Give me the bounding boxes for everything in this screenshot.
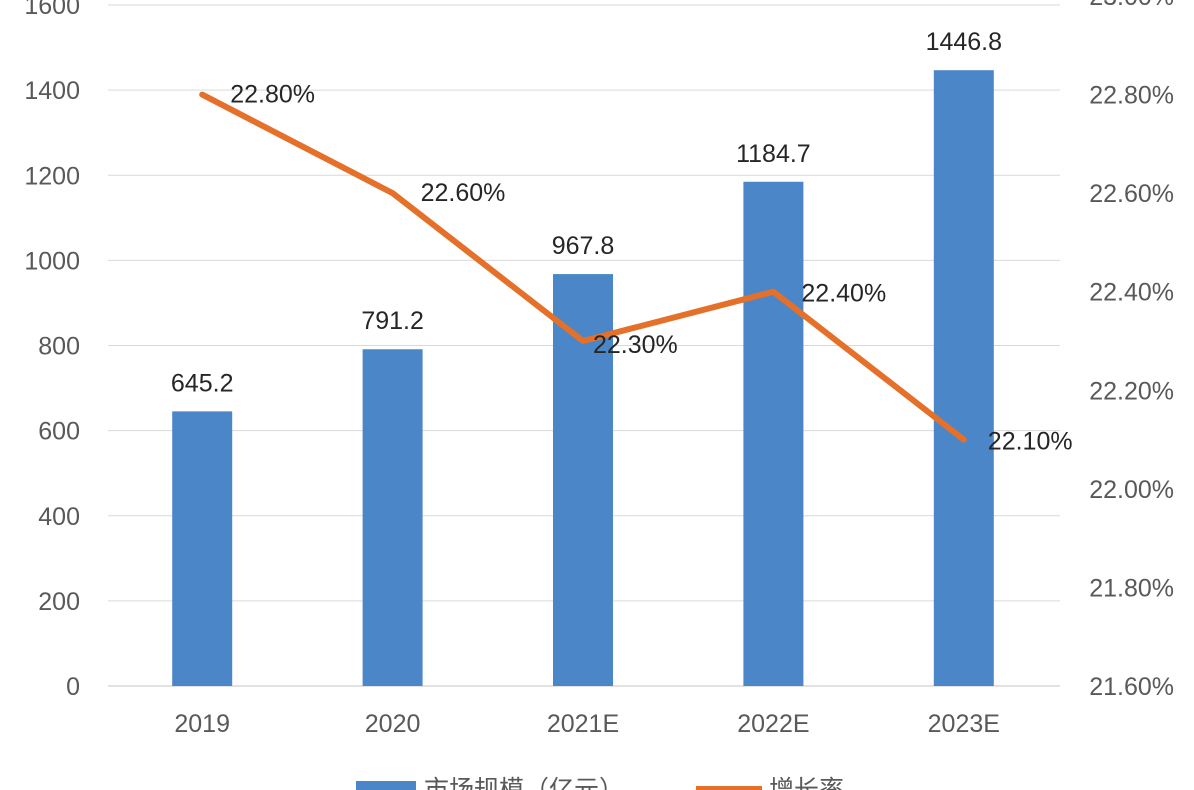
bar	[362, 349, 423, 686]
bar-series	[172, 70, 994, 686]
y-left-tick-label: 1000	[24, 247, 80, 275]
y-right-tick-label: 23.00%	[1089, 0, 1174, 11]
legend-label-bar: 市场规模（亿元）	[424, 776, 624, 790]
line-value-label: 22.40%	[801, 280, 886, 308]
y-right-tick-label: 21.80%	[1089, 574, 1174, 602]
x-axis-tick-labels: 2019 2020 2021E 2022E 2023E	[174, 710, 1000, 738]
line-value-label: 22.10%	[988, 428, 1073, 456]
y-right-tick-label: 22.20%	[1089, 377, 1174, 405]
y-left-tick-label: 800	[38, 333, 80, 361]
line-data-labels: 22.80% 22.60% 22.30% 22.40% 22.10%	[230, 81, 1072, 456]
legend: 市场规模（亿元） 增长率	[356, 776, 844, 790]
y-left-tick-label: 1600	[24, 0, 80, 20]
y-left-tick-label: 1400	[24, 77, 80, 105]
y-right-tick-label: 21.60%	[1089, 673, 1174, 701]
y-right-tick-label: 22.40%	[1089, 279, 1174, 307]
line-value-label: 22.80%	[230, 81, 315, 109]
right-axis-tick-labels: 21.60% 21.80% 22.00% 22.20% 22.40% 22.60% 22.8…	[1089, 0, 1174, 701]
line-value-label: 22.30%	[593, 331, 678, 359]
y-left-tick-label: 600	[38, 418, 80, 446]
y-right-tick-label: 22.00%	[1089, 476, 1174, 504]
bar-value-label: 645.2	[171, 369, 234, 397]
growth-rate-line	[199, 91, 967, 443]
y-right-tick-label: 22.80%	[1089, 82, 1174, 110]
bar	[743, 181, 804, 686]
x-tick-label: 2022E	[737, 710, 809, 738]
bar-value-label: 967.8	[552, 232, 615, 260]
y-left-tick-label: 0	[66, 673, 80, 701]
x-tick-label: 2021E	[547, 710, 619, 738]
y-right-tick-label: 22.60%	[1089, 180, 1174, 208]
x-tick-label: 2020	[365, 710, 421, 738]
line-value-label: 22.60%	[421, 179, 506, 207]
x-tick-label: 2019	[174, 710, 230, 738]
x-tick-label: 2023E	[928, 710, 1000, 738]
y-left-tick-label: 1200	[24, 162, 80, 190]
y-left-tick-label: 400	[38, 503, 80, 531]
bar	[933, 70, 994, 686]
y-left-tick-label: 200	[38, 588, 80, 616]
bar-value-label: 1446.8	[926, 28, 1002, 56]
bar-value-label: 1184.7	[736, 140, 811, 168]
legend-label-line: 增长率	[769, 776, 844, 790]
left-axis-tick-labels: 0 200 400 600 800 1000 1200 1400 1600	[24, 0, 80, 701]
line-series	[199, 91, 967, 443]
bar-value-label: 791.2	[361, 307, 424, 335]
bar-data-labels: 645.2 791.2 967.8 1184.7 1446.8	[171, 28, 1002, 397]
legend-swatch-bar	[356, 781, 416, 790]
bar	[172, 411, 233, 686]
